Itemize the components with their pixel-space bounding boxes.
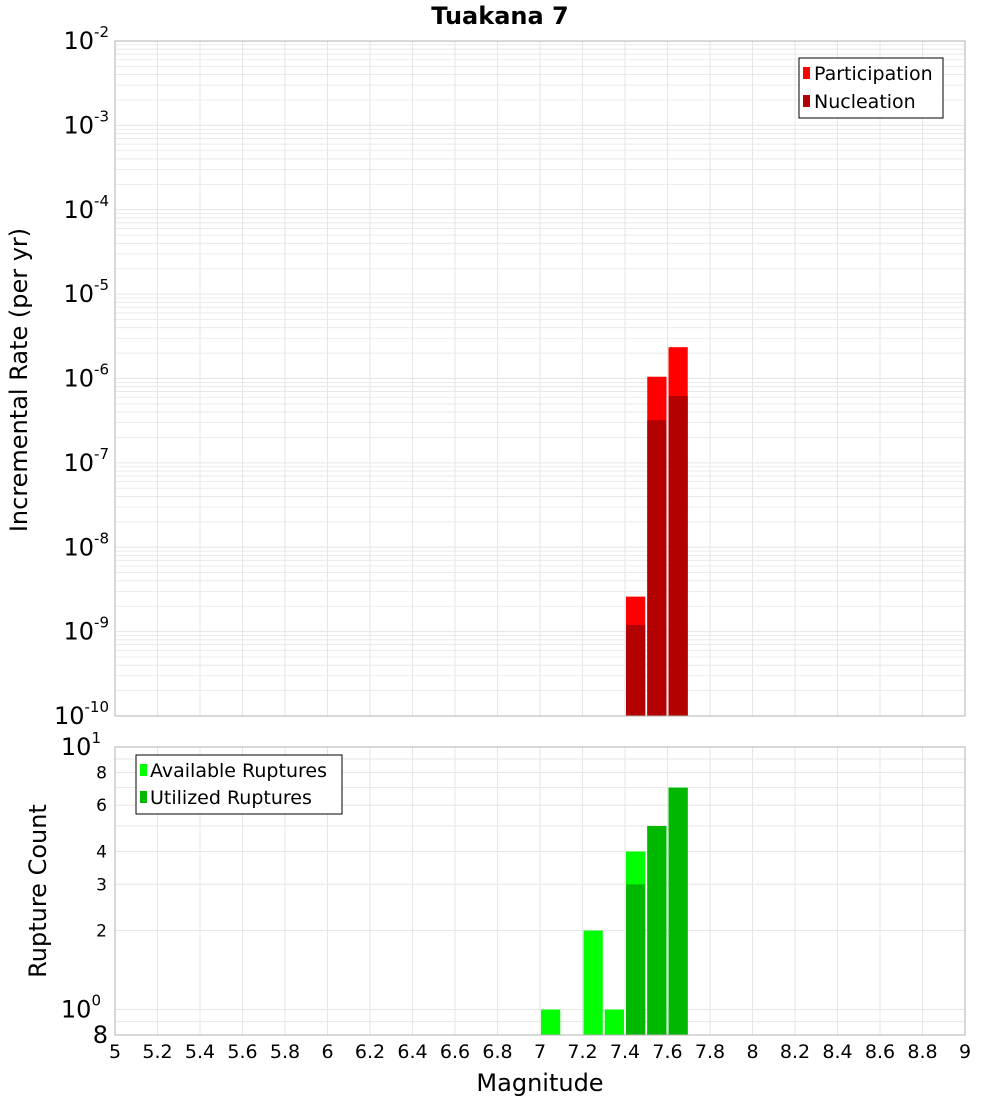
bottom-y-tick-label: 3 [96,875,107,895]
bottom-legend-swatch [140,791,147,803]
bottom-y-tick-label: 100 [61,992,101,1024]
utilized-bar [668,787,688,1035]
bottom-legend-label: Available Ruptures [150,760,327,782]
top-y-tick-label: 10-8 [63,529,109,561]
top-legend-swatch [803,67,810,79]
x-tick-label: 6.2 [355,1041,385,1063]
top-plot-frame [114,40,966,717]
bottom-legend-box [135,754,343,815]
utilized-bar [647,826,667,1035]
x-tick-label: 5.2 [142,1041,172,1063]
bottom-y-tick-label: 8 [93,1021,108,1049]
top-y-tick-label: 10-9 [63,614,109,646]
top-y-tick-label: 10-4 [63,192,109,224]
available-bar [583,930,603,1035]
top-legend-label: Nucleation [814,91,916,113]
bottom-plot-frame [114,746,966,1036]
x-tick-label: 6.8 [482,1041,512,1063]
top-legend-label: Participation [814,63,933,85]
top-y-tick-label: 10-2 [63,23,109,55]
x-tick-label: 5.8 [270,1041,300,1063]
x-tick-label: 8.8 [907,1041,937,1063]
x-tick-label: 7.6 [652,1041,682,1063]
available-bar [604,1009,624,1035]
x-tick-label: 8.6 [865,1041,895,1063]
bottom-y-tick-label: 6 [96,796,107,816]
x-tick-label: 9 [959,1041,971,1063]
top-y-tick-label: 10-3 [63,107,109,139]
available-bar [541,1009,561,1035]
x-tick-label: 8.4 [822,1041,852,1063]
top-y-tick-label: 10-6 [63,361,109,393]
x-tick-label: 8.2 [780,1041,810,1063]
x-axis-label: Magnitude [476,1069,603,1097]
x-tick-label: 7.2 [567,1041,597,1063]
top-y-axis-label: Incremental Rate (per yr) [5,228,33,532]
nucleation-bar [647,420,667,716]
x-tick-label: 8 [746,1041,758,1063]
x-tick-label: 6.6 [440,1041,470,1063]
top-legend-swatch [803,95,810,107]
top-y-tick-label: 10-10 [54,698,109,730]
x-tick-label: 6.4 [397,1041,427,1063]
x-tick-label: 7.4 [610,1041,640,1063]
top-y-tick-label: 10-7 [63,445,109,477]
bottom-legend-label: Utilized Ruptures [150,787,312,809]
x-tick-label: 5.6 [227,1041,257,1063]
bottom-y-tick-label: 4 [96,842,107,862]
top-legend-box [798,57,944,119]
x-tick-label: 6 [321,1041,333,1063]
x-tick-label: 5 [109,1041,121,1063]
bottom-y-tick-label: 101 [61,729,101,761]
nucleation-bar [668,396,688,716]
nucleation-bar [626,624,646,716]
chart-title: Tuakana 7 [431,2,569,30]
top-y-tick-label: 10-5 [63,276,109,308]
bottom-y-axis-label: Rupture Count [24,804,52,978]
x-tick-label: 7.8 [695,1041,725,1063]
bottom-legend-swatch [140,764,147,776]
x-tick-label: 7 [534,1041,546,1063]
utilized-bar [626,884,646,1035]
x-tick-label: 5.4 [185,1041,215,1063]
bottom-y-tick-label: 2 [96,922,107,942]
bottom-y-tick-label: 8 [96,763,107,783]
